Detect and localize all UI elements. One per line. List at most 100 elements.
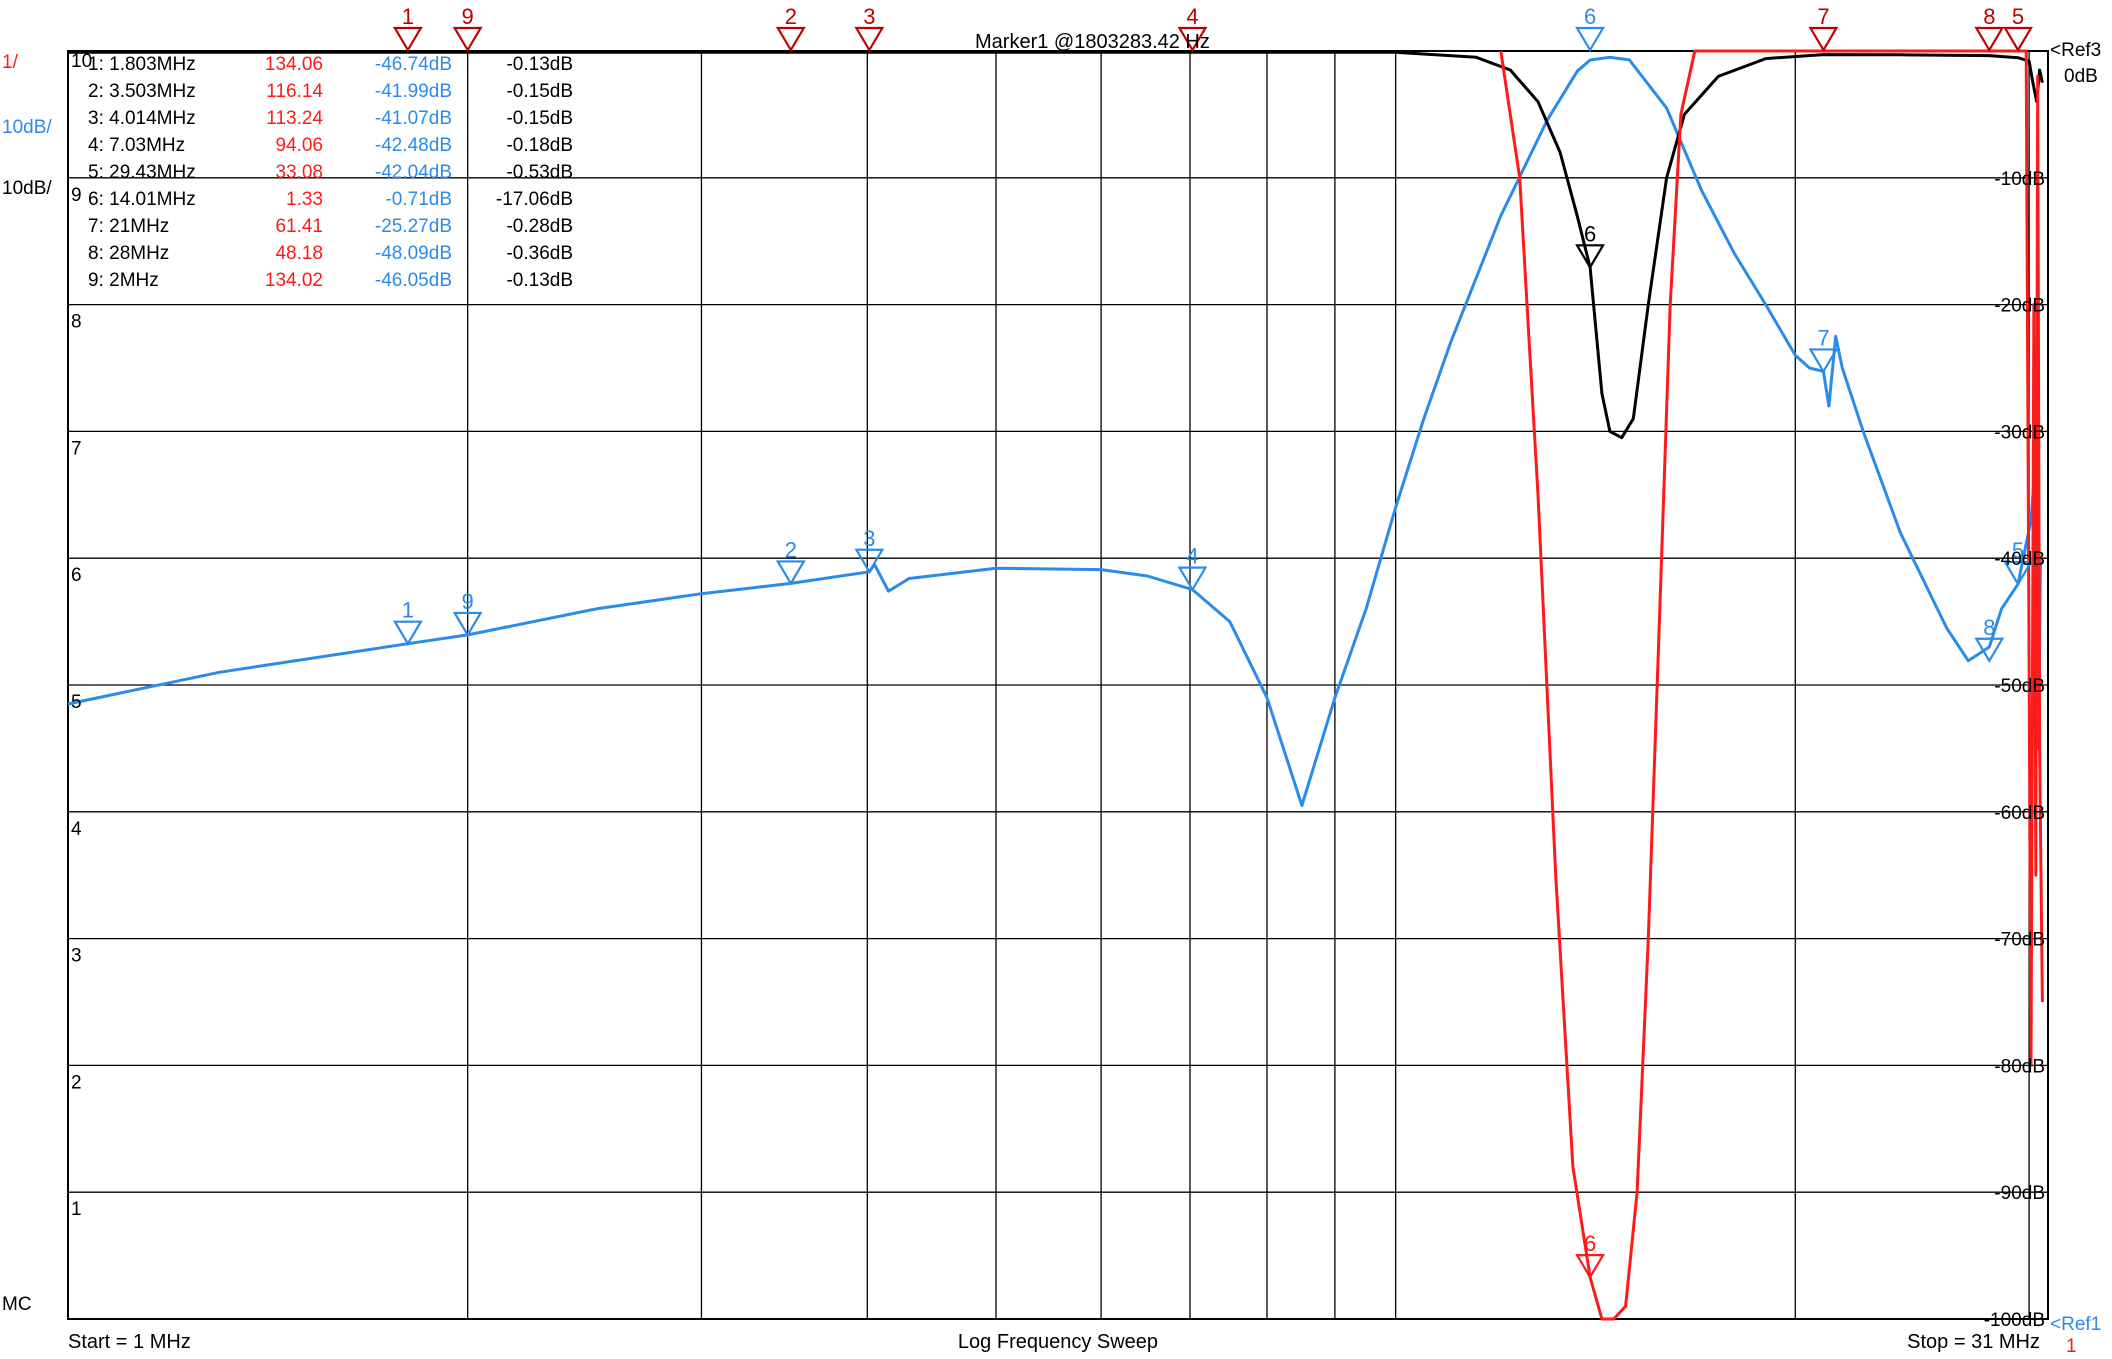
marker-blue-value: -46.74dB — [375, 54, 452, 75]
marker-label: 7 — [1817, 4, 1829, 29]
marker-red-value: 61.41 — [275, 216, 323, 237]
marker-frequency: 7: 21MHz — [88, 216, 169, 237]
marker-table-row: 5: 29.43MHz 33.08 -42.04dB -0.53dB — [88, 162, 573, 183]
marker-black-value: -0.18dB — [506, 135, 573, 156]
trace-marker: 6 — [1575, 221, 1605, 270]
marker-blue-value: -41.07dB — [375, 108, 452, 129]
marker-blue-value: -46.05dB — [375, 270, 452, 291]
marker-frequency: 1: 1.803MHz — [88, 54, 196, 75]
marker-blue-value: -41.99dB — [375, 81, 452, 102]
sweep-type: Log Frequency Sweep — [958, 1331, 1158, 1353]
marker-black-value: -0.28dB — [506, 216, 573, 237]
top-marker: 9 — [452, 4, 483, 53]
left-tick-label: 7 — [71, 438, 82, 459]
left-tick-label: 4 — [71, 819, 82, 840]
ref1-value: 1 — [2066, 1336, 2077, 1357]
marker-label: 1 — [402, 598, 414, 623]
scale-label-black: 10dB/ — [2, 178, 52, 199]
marker-blue-value: -42.48dB — [375, 135, 452, 156]
marker-frequency: 5: 29.43MHz — [88, 162, 196, 183]
marker-black-value: -0.13dB — [506, 54, 573, 75]
top-marker: 2 — [775, 4, 806, 53]
marker-label: 1 — [402, 4, 414, 29]
marker-frequency: 3: 4.014MHz — [88, 108, 196, 129]
marker-blue-value: -42.04dB — [375, 162, 452, 183]
left-tick-label: 5 — [71, 692, 82, 713]
top-marker: 8 — [1974, 4, 2005, 53]
ref3-value: 0dB — [2064, 66, 2098, 87]
marker-label: 7 — [1817, 325, 1829, 350]
marker-blue-value: -0.71dB — [385, 189, 452, 210]
left-tick-label: 2 — [71, 1072, 82, 1093]
marker-red-value: 113.24 — [266, 108, 323, 129]
top-marker: 1 — [392, 4, 423, 53]
trace-marker: 5 — [2003, 538, 2033, 587]
right-tick-label: -30dB — [1994, 422, 2045, 443]
scale-label-blue: 10dB/ — [2, 117, 52, 138]
top-marker: 3 — [854, 4, 885, 53]
marker-black-value: -0.13dB — [506, 270, 573, 291]
right-tick-label: -20dB — [1994, 296, 2045, 317]
marker-label: 2 — [785, 537, 797, 562]
marker-table-row: 3: 4.014MHz 113.24 -41.07dB -0.15dB — [88, 108, 573, 129]
marker-label: 9 — [462, 4, 474, 29]
left-tick-label: 9 — [71, 185, 82, 206]
marker-frequency: 9: 2MHz — [88, 270, 159, 291]
marker-frequency: 8: 28MHz — [88, 243, 169, 264]
marker-red-value: 33.08 — [275, 162, 323, 183]
marker-red-value: 134.06 — [265, 54, 323, 75]
right-tick-label: -100dB — [1984, 1310, 2045, 1331]
marker-label: 5 — [2012, 4, 2024, 29]
trace-marker: 2 — [775, 537, 806, 586]
mode-label: MC — [2, 1294, 32, 1315]
trace-marker: 9 — [452, 589, 483, 638]
marker-black-value: -0.36dB — [506, 243, 573, 264]
right-tick-label: -40dB — [1994, 549, 2045, 570]
marker-table-row: 1: 1.803MHz 134.06 -46.74dB -0.13dB — [88, 54, 573, 75]
trace-line-0 — [67, 55, 2042, 807]
marker-label: 6 — [1584, 221, 1596, 246]
right-tick-label: -10dB — [1994, 169, 2045, 190]
marker-frequency: 6: 14.01MHz — [88, 189, 196, 210]
marker-readout-table: 1: 1.803MHz 134.06 -46.74dB -0.13dB 2: 3.503… — [88, 54, 573, 291]
marker-label: 5 — [2012, 538, 2024, 563]
left-tick-label: 3 — [71, 946, 82, 967]
trace-marker: 4 — [1177, 544, 1208, 592]
left-tick-label: 10 — [71, 51, 92, 72]
trace-marker: 8 — [1974, 615, 2005, 663]
top-marker: 7 — [1808, 4, 1839, 53]
left-tick-label: 1 — [71, 1199, 82, 1220]
marker-label: 3 — [863, 526, 875, 551]
marker-table-row: 8: 28MHz 48.18 -48.09dB -0.36dB — [88, 243, 573, 264]
marker-table-row: 2: 3.503MHz 116.14 -41.99dB -0.15dB — [88, 81, 573, 102]
left-tick-label: 6 — [71, 565, 82, 586]
top-marker: 5 — [2003, 4, 2033, 53]
marker-red-value: 48.18 — [275, 243, 323, 264]
marker-readout-title: Marker1 @1803283.42 Hz — [975, 31, 1210, 53]
right-tick-label: -90dB — [1994, 1183, 2045, 1204]
marker-label: 8 — [1983, 615, 1995, 640]
trace-line-1 — [68, 50, 2044, 440]
right-tick-label: -80dB — [1994, 1056, 2045, 1077]
marker-black-value: -17.06dB — [496, 189, 573, 210]
top-marker: 6 — [1575, 4, 1605, 53]
trace-marker: 6 — [1575, 1231, 1605, 1280]
marker-frequency: 2: 3.503MHz — [88, 81, 196, 102]
right-tick-label: -50dB — [1994, 676, 2045, 697]
stop-frequency: Stop = 31 MHz — [1907, 1331, 2040, 1353]
marker-label: 4 — [1186, 4, 1198, 29]
marker-red-value: 94.06 — [275, 135, 323, 156]
marker-label: 6 — [1584, 4, 1596, 29]
marker-red-value: 134.02 — [265, 270, 323, 291]
marker-table-row: 4: 7.03MHz 94.06 -42.48dB -0.18dB — [88, 135, 573, 156]
left-tick-label: 8 — [71, 312, 82, 333]
marker-red-value: 1.33 — [286, 189, 323, 210]
marker-black-value: -0.53dB — [506, 162, 573, 183]
ref3-label: <Ref3 — [2050, 40, 2101, 61]
axis-labels: 10 9 8 7 6 5 4 3 2 1 -10dB -20dB -30dB -40dB -50dB -60d… — [71, 51, 2045, 1331]
trace-marker: 1 — [392, 598, 423, 646]
marker-black-value: -0.15dB — [506, 108, 573, 129]
trace-marker: 7 — [1808, 325, 1839, 374]
marker-blue-value: -48.09dB — [375, 243, 452, 264]
